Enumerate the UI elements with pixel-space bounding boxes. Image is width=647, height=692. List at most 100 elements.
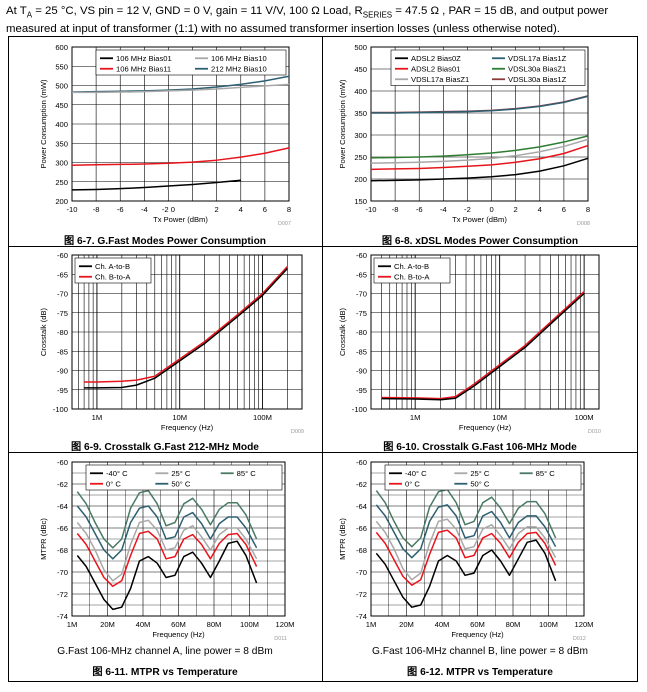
fig7-legend: 106 MHz Bias01 106 MHz Bias11 106 MHz Bias… — [95, 49, 287, 76]
fig12-series-0-c — [375, 529, 557, 586]
fig7-series-212-mhz-bias10 — [71, 75, 290, 93]
fig12-legend-label-40-c: -40° C — [405, 469, 427, 478]
fig12-legend-label-50-c: 50° C — [470, 480, 490, 489]
fig12-legend: -40° C 0° C 25° C 50° C 85° C — [384, 464, 582, 491]
fig11-legend-label-50-c: 50° C — [171, 480, 191, 489]
fig10-legend-label-ch-b-to-a: Ch. B-to-A — [394, 273, 430, 282]
fig11-figure-code: D011 — [274, 636, 287, 642]
fig12-ytick-label: -68 — [356, 546, 367, 555]
fig9-legend-box — [74, 257, 152, 284]
fig9-series-ch-b-to-a — [84, 266, 288, 383]
fig7-series-106-mhz-bias10 — [72, 83, 290, 94]
fig12-legend-box — [384, 464, 582, 491]
fig7-series-106-mhz-bias01 — [71, 179, 241, 191]
fig7-legend-label-212-mhz-bias10: 212 MHz Bias10 — [211, 65, 267, 74]
fig8-series-adsl2-bias01 — [370, 144, 589, 171]
fig8-series-vdsl30a-biasz1 — [370, 135, 589, 159]
fig12-ylabel: MTPR (dBc) — [338, 518, 347, 560]
fig10-ytick-label: -85 — [356, 347, 367, 356]
fig10-xtick-label: 10M — [492, 413, 507, 422]
fig8-plot-frame — [370, 46, 589, 202]
fig7-ylabel: Power Consumption (mW) — [39, 79, 48, 169]
fig8-legend-label-adsl2-bias01: ADSL2 Bias01 — [411, 65, 460, 74]
fig10-series-ch-b-to-a — [381, 291, 585, 400]
fig12-xtick-label: 60M — [470, 620, 485, 629]
fig8-xtick-label: 6 — [562, 205, 566, 214]
fig12-legend-label-85-c: 85° C — [536, 469, 556, 478]
fig8-ytick-label: 200 — [354, 175, 367, 184]
fig11-xtick-label: 80M — [207, 620, 222, 629]
fig8-xtick-label: -4 — [440, 205, 447, 214]
fig8-xtick-label: 8 — [586, 205, 590, 214]
fig9-xtick-label: 100M — [253, 413, 272, 422]
fig7-xtick-label: 2 — [215, 205, 219, 214]
fig12-ytick-label: -60 — [356, 458, 367, 467]
fig7-figure-code: D007 — [278, 221, 291, 227]
fig11-xtick-label: 120M — [276, 620, 295, 629]
fig7-legend-label-106-mhz-bias11: 106 MHz Bias11 — [116, 65, 171, 74]
fig8-ytick-label: 150 — [354, 197, 367, 206]
fig10-series-ch-a-to-b — [381, 292, 585, 401]
fig12-xtick-label: 100M — [539, 620, 558, 629]
fig12-figure-title: 图 6-12. MTPR vs Temperature — [407, 667, 553, 678]
fig12-svg: -74 -72 -70 -68 -66 -64 -62 -60 1M 20M 40M 60M 80M 10… — [338, 458, 594, 642]
fig9-ytick-label: -70 — [57, 290, 68, 299]
fig8-series-adsl2-bias0z — [370, 157, 589, 182]
fig10-xlabel: Frequency (Hz) — [459, 423, 512, 432]
fig9-plot-frame — [71, 254, 303, 410]
fig12-xtick-label: 80M — [506, 620, 521, 629]
fig10-ytick-label: -80 — [356, 328, 367, 337]
fig8-series-vdsl17a-bias1z — [371, 95, 589, 114]
fig11-ytick-label: -70 — [57, 568, 68, 577]
fig11-ytick-label: -64 — [57, 502, 68, 511]
fig7-series-106-mhz-bias11 — [71, 147, 290, 166]
fig12-xlabel: Frequency (Hz) — [451, 630, 504, 639]
fig10-legend: Ch. A-to-B Ch. B-to-A — [373, 257, 451, 284]
fig7-ytick-label: 600 — [55, 43, 68, 52]
fig8-series-group — [370, 95, 589, 182]
fig7-legend-box — [95, 49, 287, 76]
fig12-ytick-label: -70 — [356, 568, 367, 577]
fig8-legend-box — [390, 49, 586, 86]
fig9-figure-code: D009 — [291, 429, 304, 435]
fig8-ytick-label: 300 — [354, 131, 367, 140]
fig10-xtick-label: 100M — [575, 413, 594, 422]
fig8-ytick-label: 400 — [354, 87, 367, 96]
fig7-ytick-label: 300 — [55, 159, 68, 168]
fig12-series-50-c — [375, 504, 557, 559]
fig7-figure-title: 图 6-7. G.Fast Modes Power Consumption — [63, 236, 267, 247]
fig9-xlabel: Frequency (Hz) — [161, 423, 214, 432]
fig11-legend-label-0-c: 0° C — [106, 480, 121, 489]
fig9-legend-label-ch-a-to-b: Ch. A-to-B — [95, 262, 130, 271]
fig8-xlabel: Tx Power (dBm) — [452, 215, 507, 224]
fig12-plot-frame — [370, 461, 585, 617]
fig11-series-0-c — [76, 530, 258, 588]
fig8-figure-code: D008 — [577, 221, 590, 227]
fig11-legend-box — [85, 464, 283, 491]
fig12-series-85-c — [375, 488, 557, 548]
fig12-xtick-label: 20M — [399, 620, 414, 629]
fig7-xtick-label: 6 — [263, 205, 267, 214]
fig8-xtick-label: 4 — [538, 205, 542, 214]
fig7-ytick-label: 400 — [55, 120, 68, 129]
fig10-svg: -100 -95 -90 -85 -80 -75 -70 -65 -60 1M 10M 100M Fre… — [338, 251, 601, 435]
fig8-xtick-label: 0 — [489, 205, 493, 214]
fig11-plot-frame — [71, 461, 286, 617]
fig9-xtick-label: 10M — [172, 413, 187, 422]
fig7-ytick-label: 200 — [55, 197, 68, 206]
fig11-xlabel: Frequency (Hz) — [152, 630, 205, 639]
fig9-ytick-label: -75 — [57, 309, 68, 318]
fig9-ytick-label: -90 — [57, 367, 68, 376]
fig8-ytick-label: 350 — [354, 109, 367, 118]
fig12-xtick-label: 120M — [575, 620, 594, 629]
fig10-ytick-label: -95 — [356, 386, 367, 395]
fig8-xtick-label: -6 — [416, 205, 423, 214]
fig12-legend-label-25-c: 25° C — [470, 469, 490, 478]
fig8-ytick-label: 250 — [354, 153, 367, 162]
fig11-series-85-c — [76, 489, 258, 549]
fig12-caption: G.Fast 106-MHz channel B, line power = 8… — [371, 646, 589, 657]
fig10-figure-code: D010 — [588, 429, 601, 435]
fig8-series-vdsl17a-biasz1 — [370, 138, 589, 164]
